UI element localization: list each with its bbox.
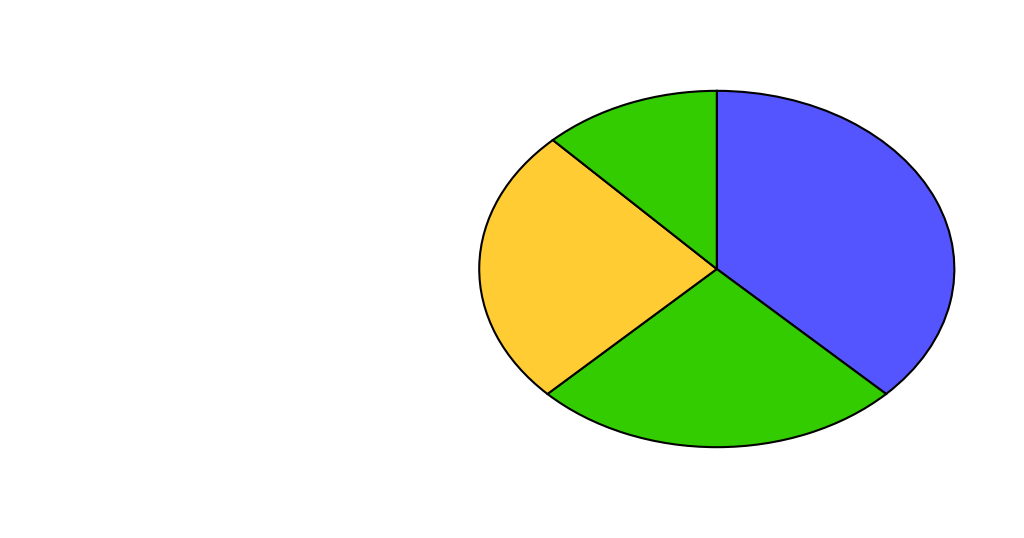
Wedge shape xyxy=(548,269,886,447)
Wedge shape xyxy=(479,140,717,394)
Wedge shape xyxy=(717,91,954,394)
Wedge shape xyxy=(553,91,717,269)
